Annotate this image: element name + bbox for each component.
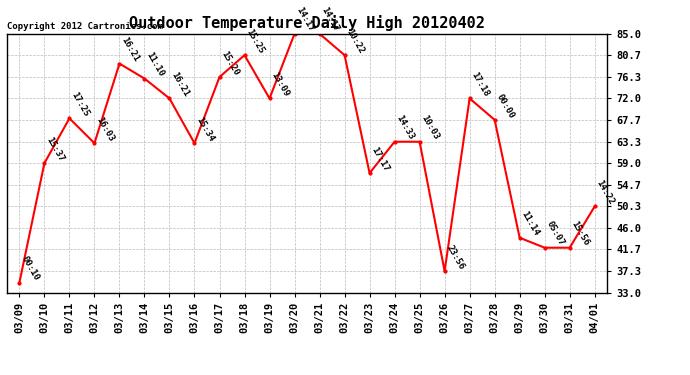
Text: 17:18: 17:18 xyxy=(470,70,491,99)
Text: 17:17: 17:17 xyxy=(370,145,391,173)
Text: 16:21: 16:21 xyxy=(170,70,190,99)
Text: 14:17: 14:17 xyxy=(319,6,341,34)
Text: 15:25: 15:25 xyxy=(244,27,266,55)
Text: 17:25: 17:25 xyxy=(70,91,90,118)
Text: 15:56: 15:56 xyxy=(570,220,591,248)
Text: 14:33: 14:33 xyxy=(395,114,416,142)
Text: 05:07: 05:07 xyxy=(544,220,566,248)
Text: 13:09: 13:09 xyxy=(270,70,290,99)
Text: 10:22: 10:22 xyxy=(344,27,366,55)
Text: 00:10: 00:10 xyxy=(19,255,41,282)
Text: 16:21: 16:21 xyxy=(119,36,141,64)
Text: 00:00: 00:00 xyxy=(495,92,516,120)
Text: Copyright 2012 Cartronics.com: Copyright 2012 Cartronics.com xyxy=(7,22,163,31)
Text: 15:37: 15:37 xyxy=(44,135,66,163)
Text: 15:34: 15:34 xyxy=(195,116,216,143)
Text: 14:17: 14:17 xyxy=(295,6,316,34)
Text: 23:56: 23:56 xyxy=(444,243,466,271)
Text: 14:22: 14:22 xyxy=(595,178,616,206)
Title: Outdoor Temperature Daily High 20120402: Outdoor Temperature Daily High 20120402 xyxy=(129,15,485,31)
Text: 16:03: 16:03 xyxy=(95,116,116,143)
Text: 11:10: 11:10 xyxy=(144,51,166,78)
Text: 15:20: 15:20 xyxy=(219,49,241,77)
Text: 11:14: 11:14 xyxy=(520,210,541,238)
Text: 10:03: 10:03 xyxy=(420,114,441,142)
